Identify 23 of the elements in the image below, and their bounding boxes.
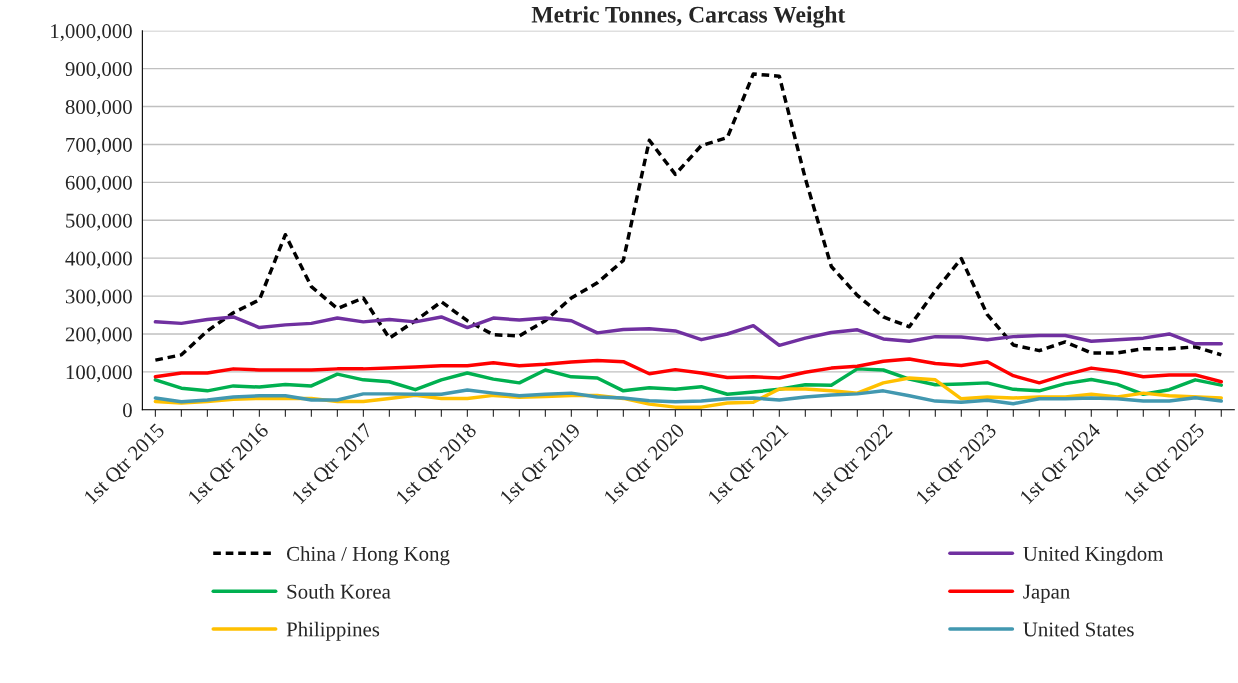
y-tick-label: 900,000 — [65, 62, 132, 80]
legend-label: South Korea — [287, 584, 391, 599]
y-tick-label: 600,000 — [65, 175, 132, 193]
y-tick-label: 500,000 — [66, 213, 132, 231]
y-tick-label: 400,000 — [65, 251, 132, 269]
legend-label: Philippines — [286, 621, 380, 641]
y-tick-label: 800,000 — [65, 99, 132, 117]
y-tick-label: 200,000 — [65, 327, 132, 345]
line-series — [153, 357, 1224, 385]
y-tick-label: 0 — [123, 403, 132, 418]
legend-label: China / Hong Kong — [286, 546, 450, 566]
line-series — [153, 315, 1224, 348]
y-tick-label: 700,000 — [66, 137, 132, 155]
line-series — [153, 72, 1224, 362]
legend-label: United Kingdom — [1023, 546, 1164, 566]
y-tick-label: 1,000,000 — [51, 24, 132, 42]
line-series — [153, 388, 1224, 406]
y-tick-label: 300,000 — [65, 289, 132, 307]
line-series — [153, 367, 1224, 396]
legend-label: Japan — [1023, 584, 1070, 603]
y-tick-label: 100,000 — [66, 365, 132, 383]
chart-title: Metric Tonnes, Carcass Weight — [531, 6, 846, 28]
legend-label: United States — [1023, 621, 1134, 637]
